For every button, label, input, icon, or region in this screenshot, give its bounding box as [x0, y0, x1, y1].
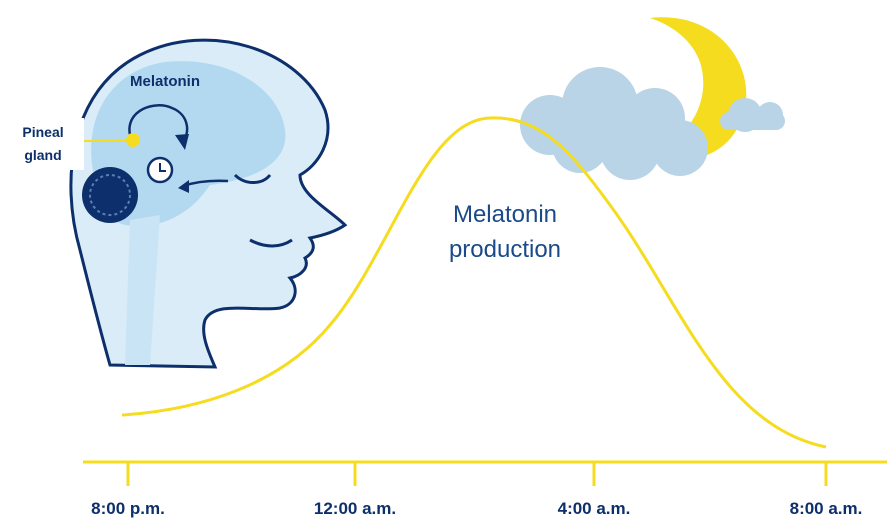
cloud [520, 67, 708, 180]
pineal-dot [126, 133, 140, 147]
time-label: 4:00 a.m. [558, 499, 631, 518]
curve-label: Melatonin [453, 201, 557, 228]
time-label: 8:00 a.m. [790, 499, 863, 518]
page: Pineal gland Melatonin Melatonin product… [0, 0, 887, 522]
pineal-label: gland [24, 147, 61, 163]
time-label: 8:00 p.m. [91, 499, 165, 518]
melatonin-label: Melatonin [130, 73, 200, 90]
time-label: 12:00 a.m. [314, 499, 396, 518]
curve-label: production [449, 236, 561, 263]
pineal-label: Pineal [22, 124, 63, 140]
infographic: Pineal gland Melatonin Melatonin product… [0, 0, 887, 522]
